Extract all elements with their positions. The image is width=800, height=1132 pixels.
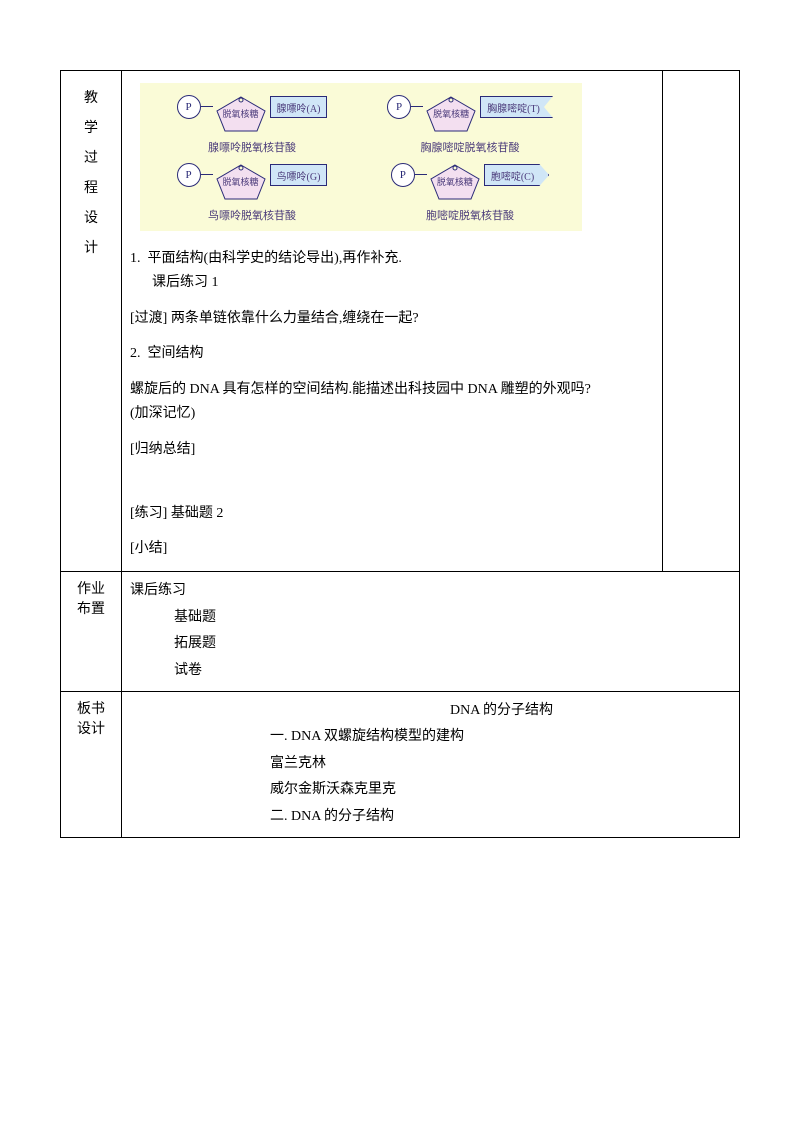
sugar-icon: 脱氧核糖 <box>213 93 269 133</box>
text: 拓展题 <box>130 636 216 651</box>
nucleotide-diagram: P 脱氧核糖 腺嘌 <box>140 83 582 231</box>
item-1: 1. 平面结构(由科学史的结论导出),再作补充. 课后练习 1 <box>130 247 654 295</box>
board-line: 富兰克林 <box>270 751 731 778</box>
homework-content: 课后练习 基础题 拓展题 试卷 <box>122 572 740 691</box>
nucleotide-G: P 脱氧核糖 鸟嘌 <box>146 161 358 223</box>
item-2: 2. 空间结构 <box>130 342 654 366</box>
nucleotide-caption: 胸腺嘧啶脱氧核苷酸 <box>421 139 520 155</box>
text: 基础题 <box>130 610 216 625</box>
nucleotide-C: P 脱氧核糖 胞嘧 <box>364 161 576 223</box>
bond-line <box>201 174 213 175</box>
text: 布置 <box>77 602 105 617</box>
text: 平面结构(由科学史的结论导出),再作补充. <box>148 251 402 266</box>
base-label-G: 鸟嘌呤(G) <box>270 164 328 186</box>
char: 学 <box>69 117 113 137</box>
phosphate-icon: P <box>177 163 201 187</box>
text: 作业 <box>77 582 105 597</box>
base-label-A: 腺嘌呤(A) <box>270 96 328 118</box>
char: 教 <box>69 87 113 107</box>
char: 设 <box>69 207 113 227</box>
num: 1. <box>130 251 141 266</box>
text: 空间结构 <box>148 346 204 361</box>
side-label-homework: 作业 布置 <box>61 572 122 691</box>
practice: [练习] 基础题 2 <box>130 502 654 526</box>
bond-line <box>201 106 213 107</box>
sugar-label: 脱氧核糖 <box>427 175 483 188</box>
base-label-C: 胞嘧啶(C) <box>484 164 549 186</box>
num: 2. <box>130 346 141 361</box>
board-title: DNA 的分子结构 <box>270 698 731 725</box>
text: (加深记忆) <box>130 406 195 421</box>
sugar-label: 脱氧核糖 <box>423 107 479 120</box>
sugar-label: 脱氧核糖 <box>213 107 269 120</box>
right-margin <box>663 71 740 572</box>
sugar-icon: 脱氧核糖 <box>427 161 483 201</box>
board-content: DNA 的分子结构 一. DNA 双螺旋结构模型的建构 富兰克林 威尔金斯沃森克… <box>122 691 740 837</box>
text: 基础题 2 <box>167 506 223 521</box>
spiral-question: 螺旋后的 DNA 具有怎样的空间结构.能描述出科技园中 DNA 雕塑的外观吗? … <box>130 378 654 426</box>
nucleotide-A: P 脱氧核糖 腺嘌 <box>146 93 358 155</box>
nucleotide-caption: 鸟嘌呤脱氧核苷酸 <box>208 207 296 223</box>
char: 计 <box>69 237 113 257</box>
sugar-icon: 脱氧核糖 <box>213 161 269 201</box>
page-root: 教 学 过 程 设 计 P <box>0 0 800 878</box>
side-label-process: 教 学 过 程 设 计 <box>61 71 122 572</box>
label: [练习] <box>130 506 167 521</box>
sugar-label: 脱氧核糖 <box>213 175 269 188</box>
phosphate-icon: P <box>391 163 415 187</box>
phosphate-icon: P <box>387 95 411 119</box>
side-label-board: 板书 设计 <box>61 691 122 837</box>
phosphate-icon: P <box>177 95 201 119</box>
text: 板书 <box>77 702 105 717</box>
board-line: 威尔金斯沃森克里克 <box>270 777 731 804</box>
text: 试卷 <box>130 663 202 678</box>
nucleotide-caption: 胞嘧啶脱氧核苷酸 <box>426 207 514 223</box>
sugar-icon: 脱氧核糖 <box>423 93 479 133</box>
text: 课后练习 <box>130 583 186 598</box>
summary: [归纳总结] <box>130 438 654 462</box>
conclusion: [小结] <box>130 537 654 561</box>
text: 设计 <box>77 722 105 737</box>
bond-line <box>411 106 423 107</box>
nucleotide-T: P 脱氧核糖 胸腺 <box>364 93 576 155</box>
nucleotide-caption: 腺嘌呤脱氧核苷酸 <box>208 139 296 155</box>
char: 过 <box>69 147 113 167</box>
text: 螺旋后的 DNA 具有怎样的空间结构.能描述出科技园中 DNA 雕塑的外观吗? <box>130 382 591 397</box>
transition: [过渡] 两条单链依靠什么力量结合,缠绕在一起? <box>130 307 654 331</box>
main-content: P 脱氧核糖 腺嘌 <box>122 71 663 572</box>
text: 课后练习 1 <box>130 275 219 290</box>
layout-table: 教 学 过 程 设 计 P <box>60 70 740 838</box>
label: [过渡] <box>130 311 167 326</box>
char: 程 <box>69 177 113 197</box>
board-line: 一. DNA 双螺旋结构模型的建构 <box>270 724 731 751</box>
label: [归纳总结] <box>130 442 195 457</box>
base-label-T: 胸腺嘧啶(T) <box>480 96 553 118</box>
label: [小结] <box>130 541 167 556</box>
board-line: 二. DNA 的分子结构 <box>270 804 731 831</box>
text: 两条单链依靠什么力量结合,缠绕在一起? <box>167 311 418 326</box>
bond-line <box>415 174 427 175</box>
